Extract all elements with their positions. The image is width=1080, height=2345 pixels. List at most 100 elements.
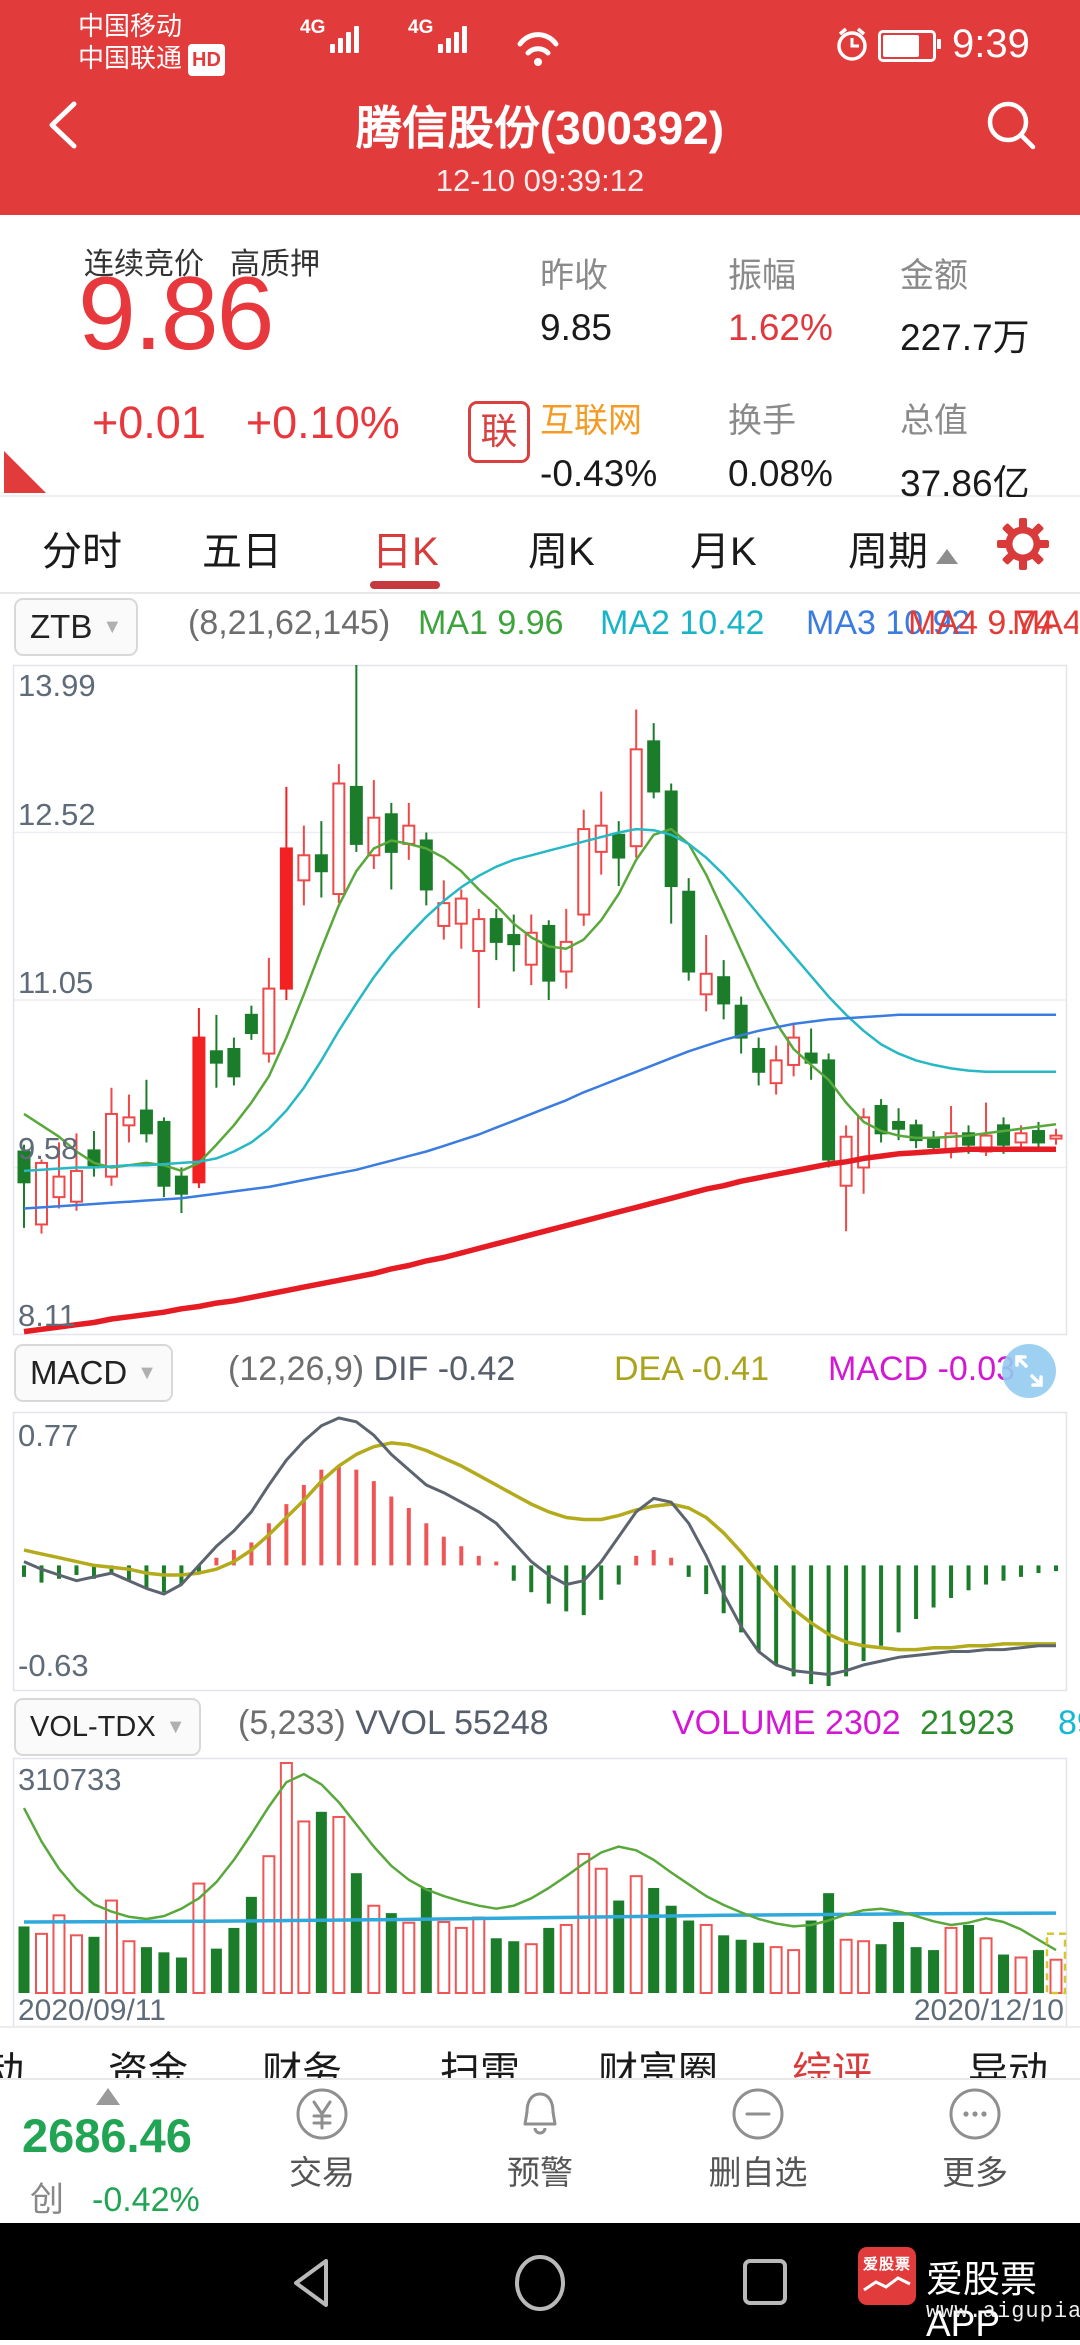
volume-value: VOLUME 2302: [672, 1704, 901, 1742]
carrier-2: 中国联通 HD: [78, 42, 225, 76]
top-header-block: 中国移动 中国联通 HD 4G 4G 9:39 腾信股份(300392) 12-1…: [0, 0, 1080, 215]
signal-icon-2: 4G: [408, 17, 468, 53]
stat-label: 金额: [900, 257, 968, 295]
nav-home-icon[interactable]: [512, 2255, 568, 2311]
ma4-value-full: MA4 9.74: [908, 604, 1054, 642]
kline-ylabel: 12.52: [18, 797, 96, 832]
tab-zhouqi[interactable]: 周期: [848, 530, 928, 574]
stat-label: 总值: [900, 402, 968, 440]
stat-label: 振幅: [728, 257, 796, 295]
kline-indicator-select[interactable]: ZTB ▼: [14, 598, 139, 656]
app-url: www.aigupiao.com: [926, 2299, 1080, 2324]
info-tab-zongping[interactable]: 综评: [792, 2050, 872, 2080]
expand-index-icon[interactable]: [96, 2088, 120, 2105]
nav-recent-icon[interactable]: [740, 2257, 790, 2307]
macd-params-dif: (12,26,9) DIF -0.42: [228, 1350, 516, 1388]
alarm-icon: [837, 27, 867, 61]
tab-zhouk[interactable]: 周K: [528, 530, 595, 574]
stat-value: 1.62%: [728, 307, 833, 348]
chevron-down-icon: ▼: [137, 1361, 157, 1384]
macd-value: MACD -0.03: [828, 1350, 1016, 1388]
active-tab-underline: [370, 581, 440, 589]
kline-chart[interactable]: [0, 660, 1080, 1340]
kline-indicator-header: ZTB ▼ (8,21,62,145) MA1 9.96 MA2 10.42 MA…: [0, 594, 1080, 660]
tab-rik[interactable]: 日K: [372, 530, 439, 574]
chevron-down-icon: ▼: [102, 615, 123, 638]
battery-icon: [878, 30, 941, 62]
info-tabbar: 动 资金 财务 扫雷 财富圈 综评 异动: [0, 2026, 1080, 2080]
android-navbar: 爱股票 爱股票APP www.aigupiao.com: [0, 2223, 1080, 2344]
info-tab-zijin[interactable]: 资金: [108, 2050, 188, 2080]
ellipsis-icon: [949, 2088, 1001, 2140]
period-tabbar: 分时 五日 日K 周K 月K 周期: [0, 497, 1080, 594]
logo-zigzag-icon: [863, 2276, 911, 2292]
kline-ylabel: 11.05: [18, 965, 94, 1000]
macd-ylabel-max: 0.77: [18, 1418, 79, 1453]
index-name: 创: [30, 2181, 64, 2219]
index-value[interactable]: 2686.46: [22, 2109, 192, 2162]
volume-ylabel-max: 310733: [18, 1762, 122, 1797]
bottom-toolbar: 2686.46 创 -0.42% 交易 预警 删自选 更多: [0, 2078, 1080, 2225]
kline-ylabel-max: 13.99: [18, 668, 96, 703]
ma4-value: MA4 9.74: [1012, 604, 1078, 642]
dea-value: DEA -0.41: [614, 1350, 769, 1388]
info-tab-caiwu[interactable]: 财务: [262, 2050, 342, 2080]
page-title: 腾信股份(300392): [355, 102, 725, 154]
signal-icon: 4G: [300, 17, 360, 53]
kline-params: (8,21,62,145): [188, 604, 391, 642]
minus-circle-icon: [732, 2088, 784, 2140]
macd-ylabel-min: -0.63: [18, 1648, 89, 1683]
search-icon[interactable]: [982, 96, 1042, 156]
yen-icon: [296, 2088, 348, 2140]
stat-label-sector[interactable]: 互联网: [540, 402, 642, 440]
volume-indicator-select[interactable]: VOL-TDX ▼: [14, 1698, 202, 1756]
stat-label: 昨收: [540, 257, 608, 295]
chart-start-date: 2020/09/11: [18, 1994, 166, 2027]
index-change-row: 创 -0.42%: [30, 2172, 200, 2221]
tab-wuri[interactable]: 五日: [202, 530, 282, 574]
macd-indicator-header: MACD ▼ (12,26,9) DIF -0.42 DEA -0.41 MACD…: [0, 1340, 1080, 1406]
alert-button[interactable]: 预警: [465, 2086, 615, 2194]
stat-value: 9.85: [540, 307, 613, 348]
volume-ma2: 89590: [1058, 1704, 1080, 1742]
info-tab-yidong[interactable]: 异动: [968, 2050, 1048, 2080]
lian-badge[interactable]: 联: [468, 401, 530, 463]
remove-watchlist-button[interactable]: 删自选: [683, 2086, 833, 2194]
app-logo: 爱股票: [858, 2247, 916, 2305]
back-icon[interactable]: [38, 96, 94, 154]
price-change-row: +0.01 +0.10%: [92, 397, 440, 449]
period-caret-icon: [936, 549, 958, 564]
gear-icon[interactable]: [996, 517, 1050, 571]
volume-chart[interactable]: [0, 1756, 1080, 2028]
info-tab-partial[interactable]: 动: [0, 2028, 24, 2080]
bell-icon: [523, 2092, 557, 2135]
volume-indicator-header: VOL-TDX ▼ (5,233) VVOL 55248 VOLUME 2302 …: [0, 1694, 1080, 1760]
trade-button[interactable]: 交易: [247, 2086, 397, 2194]
kline-ylabel: 9.58: [18, 1131, 79, 1166]
nav-back-icon[interactable]: [288, 2257, 336, 2309]
macd-chart[interactable]: [0, 1410, 1080, 1694]
tab-yuek[interactable]: 月K: [690, 530, 757, 574]
chevron-down-icon: ▼: [165, 1715, 186, 1738]
ma2-value: MA2 10.42: [600, 604, 765, 642]
volume-ma1-value: 21923: [920, 1704, 1015, 1742]
chart-end-date: 2020/12/10: [913, 1994, 1064, 2027]
hd-badge: HD: [188, 44, 225, 76]
price-change-pct: +0.10%: [245, 397, 400, 448]
info-tab-caifuquan[interactable]: 财富圈: [598, 2050, 718, 2080]
vvol-value: (5,233) VVOL 55248: [238, 1704, 549, 1742]
last-price: 9.86: [78, 256, 274, 372]
stat-label: 换手: [728, 402, 796, 440]
tab-fenshi[interactable]: 分时: [42, 530, 122, 574]
status-tag: 连续竞价: [84, 248, 204, 281]
wifi-icon: [517, 32, 559, 66]
price-panel: 连续竞价 高质押 9.86 +0.01 +0.10% 联 昨收 9.85 振幅 1.…: [0, 215, 1080, 504]
status-time: 9:39: [952, 22, 1030, 66]
more-button[interactable]: 更多: [900, 2086, 1050, 2194]
kline-ylabel-min: 8.11: [18, 1298, 77, 1333]
carrier-labels: 中国移动 中国联通 HD: [78, 10, 225, 76]
info-tab-saolei[interactable]: 扫雷: [440, 2050, 520, 2080]
fullscreen-icon[interactable]: [1000, 1342, 1058, 1400]
ma3-value: MA3 10.92: [806, 604, 971, 642]
macd-indicator-select[interactable]: MACD ▼: [14, 1344, 173, 1402]
